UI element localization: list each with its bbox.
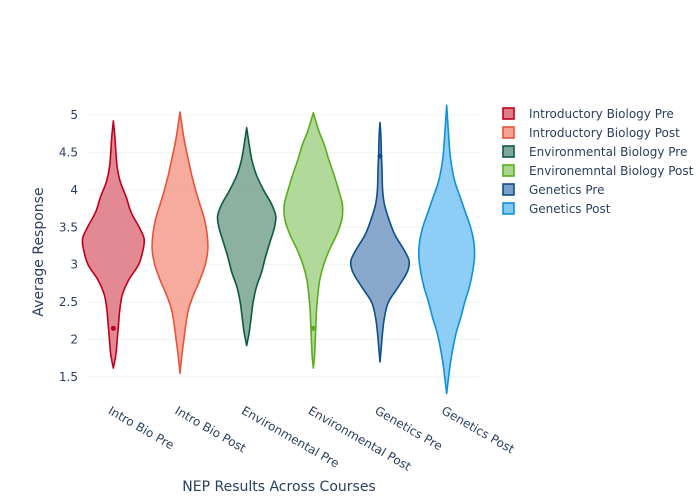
legend-label: Introductory Biology Pre xyxy=(529,107,674,121)
y-tick-label: 3 xyxy=(70,258,78,272)
y-axis-ticks: 1.5 2 2.5 3 3.5 4 4.5 5 xyxy=(59,108,78,384)
legend-item[interactable]: Environemntal Biology Post xyxy=(502,164,694,178)
legend-swatch xyxy=(502,164,515,177)
grid-lines xyxy=(87,114,480,378)
legend-swatch xyxy=(502,126,515,139)
violin-series xyxy=(81,104,476,395)
legend-label: Genetics Pre xyxy=(529,183,604,197)
outlier-point[interactable] xyxy=(110,325,116,331)
outlier-point[interactable] xyxy=(377,153,383,159)
y-tick-label: 2 xyxy=(70,333,78,347)
legend-swatch xyxy=(502,107,515,120)
violin-intro-bio-pre[interactable] xyxy=(81,120,146,369)
outlier-point[interactable] xyxy=(310,325,316,331)
legend-label: Genetics Post xyxy=(529,202,611,216)
violin-environmental-pre[interactable] xyxy=(216,126,277,347)
legend-label: Environemntal Biology Post xyxy=(529,164,694,178)
legend-label: Environmental Biology Pre xyxy=(529,145,687,159)
legend-item[interactable]: Introductory Biology Pre xyxy=(502,107,674,121)
legend-swatch xyxy=(502,183,515,196)
legend: Introductory Biology Pre Introductory Bio… xyxy=(502,107,694,216)
legend-item[interactable]: Introductory Biology Post xyxy=(502,126,680,140)
x-axis-title: NEP Results Across Courses xyxy=(182,479,375,495)
legend-swatch xyxy=(502,145,515,158)
legend-item[interactable]: Environmental Biology Pre xyxy=(502,145,687,159)
legend-item[interactable]: Genetics Post xyxy=(502,202,611,216)
violin-genetics-pre[interactable] xyxy=(349,121,411,363)
y-tick-label: 3.5 xyxy=(59,220,78,234)
x-tick-label: Intro Bio Pre xyxy=(106,403,177,452)
y-tick-label: 2.5 xyxy=(59,295,78,309)
x-tick-label: Genetics Post xyxy=(439,403,517,456)
legend-swatch xyxy=(502,202,515,215)
y-tick-label: 5 xyxy=(70,108,78,122)
violin-environmental-post[interactable] xyxy=(283,111,344,369)
y-tick-label: 4 xyxy=(70,183,78,197)
violin-genetics-post[interactable] xyxy=(417,104,476,395)
legend-item[interactable]: Genetics Pre xyxy=(502,183,604,197)
y-tick-label: 4.5 xyxy=(59,145,78,159)
violin-intro-bio-post[interactable] xyxy=(151,111,209,375)
y-tick-label: 1.5 xyxy=(59,370,78,384)
y-axis-title: Average Response xyxy=(31,187,47,316)
x-tick-label: Intro Bio Post xyxy=(173,403,249,455)
legend-label: Introductory Biology Post xyxy=(529,126,680,140)
